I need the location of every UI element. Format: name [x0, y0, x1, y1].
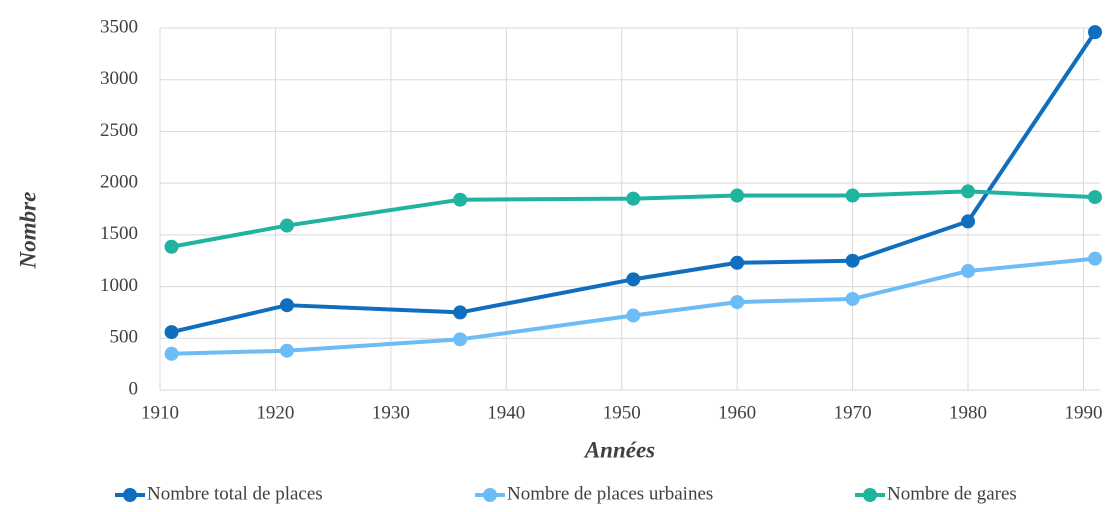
data-point — [164, 325, 179, 340]
data-point — [626, 272, 641, 287]
data-point — [453, 305, 468, 320]
y-tick-label: 3500 — [100, 16, 138, 37]
series-line — [171, 31, 1097, 335]
y-tick-label: 1500 — [100, 223, 138, 244]
x-tick-label: 1910 — [141, 402, 179, 423]
x-tick-label: 1980 — [949, 402, 987, 423]
x-axis-title: Années — [583, 437, 655, 462]
legend-label: Nombre de gares — [887, 483, 1017, 504]
data-point — [279, 298, 294, 313]
y-tick-label: 3000 — [100, 68, 138, 89]
data-point — [626, 308, 641, 323]
y-tick-label: 500 — [110, 327, 139, 348]
x-tick-label: 1990 — [1064, 402, 1102, 423]
y-tick-label: 2000 — [100, 172, 138, 193]
data-point — [164, 346, 179, 361]
series-line — [171, 189, 1096, 249]
x-tick-label: 1930 — [372, 402, 410, 423]
data-point — [453, 192, 468, 207]
data-point — [453, 332, 468, 347]
data-point — [1088, 251, 1102, 266]
legend-label: Nombre total de places — [147, 483, 323, 504]
legend-swatch-dot — [863, 488, 877, 502]
data-point — [626, 191, 641, 206]
y-axis-title: Nombre — [15, 192, 40, 270]
data-point — [730, 295, 745, 310]
y-tick-label: 0 — [129, 378, 139, 399]
data-point — [730, 255, 745, 270]
data-point — [1088, 25, 1102, 40]
data-point — [845, 253, 860, 268]
legend-swatch-dot — [123, 488, 137, 502]
data-point — [845, 291, 860, 306]
data-point — [961, 264, 976, 279]
x-tick-label: 1950 — [603, 402, 641, 423]
legend-label: Nombre de places urbaines — [507, 483, 713, 504]
data-point — [961, 184, 976, 199]
series-line — [171, 256, 1096, 356]
x-tick-label: 1970 — [834, 402, 872, 423]
legend-swatch-dot — [483, 488, 497, 502]
data-point — [845, 188, 860, 203]
data-point — [961, 214, 976, 229]
x-tick-label: 1940 — [487, 402, 525, 423]
y-tick-label: 1000 — [100, 275, 138, 296]
data-point — [1088, 190, 1102, 205]
data-point — [279, 218, 294, 233]
data-point — [164, 239, 179, 254]
data-point — [279, 343, 294, 358]
data-point — [730, 188, 745, 203]
y-tick-label: 2500 — [100, 120, 138, 141]
x-tick-label: 1920 — [256, 402, 294, 423]
x-tick-label: 1960 — [718, 402, 756, 423]
